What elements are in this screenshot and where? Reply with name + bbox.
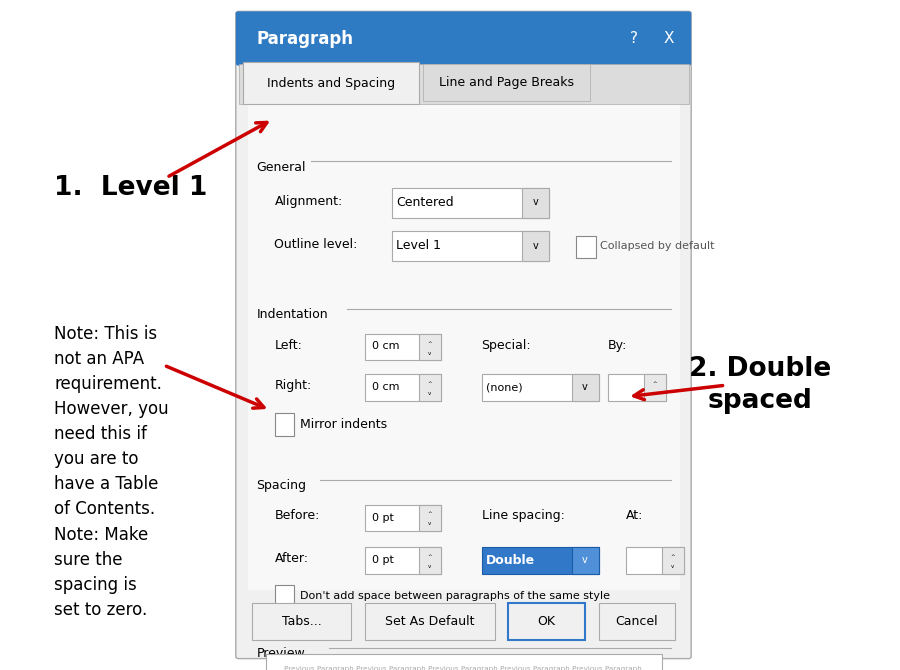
FancyBboxPatch shape	[243, 62, 418, 104]
Text: ^: ^	[428, 553, 432, 559]
Text: Centered: Centered	[396, 196, 454, 209]
Text: Indentation: Indentation	[256, 308, 328, 321]
Text: Tabs...: Tabs...	[282, 615, 321, 628]
FancyBboxPatch shape	[238, 64, 688, 104]
Text: At:: At:	[626, 509, 643, 523]
Text: 0 cm: 0 cm	[372, 342, 400, 351]
FancyBboxPatch shape	[423, 64, 590, 100]
Text: Note: This is
not an APA
requirement.
However, you
need this if
you are to
have : Note: This is not an APA requirement. Ho…	[54, 325, 168, 518]
Text: Line spacing:: Line spacing:	[482, 509, 564, 523]
Text: v: v	[428, 563, 431, 569]
Text: Paragraph: Paragraph	[256, 30, 354, 48]
Text: 0 pt: 0 pt	[372, 513, 393, 523]
FancyBboxPatch shape	[236, 11, 691, 66]
Text: Indents and Spacing: Indents and Spacing	[266, 76, 395, 90]
FancyBboxPatch shape	[364, 603, 495, 640]
FancyBboxPatch shape	[418, 547, 441, 574]
Text: v: v	[428, 391, 431, 396]
FancyBboxPatch shape	[364, 334, 441, 360]
FancyBboxPatch shape	[392, 188, 549, 218]
Text: v: v	[671, 563, 674, 569]
FancyBboxPatch shape	[364, 374, 441, 401]
FancyBboxPatch shape	[572, 374, 598, 401]
FancyBboxPatch shape	[482, 374, 598, 401]
FancyBboxPatch shape	[576, 236, 596, 258]
Text: 0 pt: 0 pt	[372, 555, 393, 565]
Text: Double: Double	[486, 553, 536, 567]
FancyBboxPatch shape	[266, 654, 662, 670]
Text: v: v	[533, 198, 538, 207]
FancyBboxPatch shape	[608, 374, 666, 401]
Text: Right:: Right:	[274, 379, 311, 392]
FancyBboxPatch shape	[572, 547, 598, 574]
Text: Alignment:: Alignment:	[274, 194, 343, 208]
FancyBboxPatch shape	[482, 547, 598, 574]
Text: Spacing: Spacing	[256, 479, 307, 492]
Text: v: v	[582, 555, 588, 565]
Text: Don't add space between paragraphs of the same style: Don't add space between paragraphs of th…	[300, 591, 609, 600]
FancyBboxPatch shape	[238, 39, 688, 64]
Text: ^: ^	[670, 553, 675, 559]
Text: Preview: Preview	[256, 647, 305, 660]
FancyBboxPatch shape	[248, 104, 680, 590]
Text: v: v	[653, 391, 656, 396]
FancyBboxPatch shape	[274, 413, 294, 436]
Text: Special:: Special:	[482, 338, 531, 352]
FancyBboxPatch shape	[522, 231, 549, 261]
Text: OK: OK	[537, 615, 555, 628]
Text: ^: ^	[652, 381, 657, 386]
Text: Note: Make
sure the
spacing is
set to zero.: Note: Make sure the spacing is set to ze…	[54, 526, 148, 619]
FancyBboxPatch shape	[598, 603, 675, 640]
Text: Cancel: Cancel	[616, 615, 658, 628]
Text: Before:: Before:	[274, 509, 320, 523]
FancyBboxPatch shape	[252, 603, 351, 640]
Text: v: v	[428, 350, 431, 356]
FancyBboxPatch shape	[522, 188, 549, 218]
Text: Collapsed by default: Collapsed by default	[600, 241, 715, 251]
FancyBboxPatch shape	[418, 505, 441, 531]
Text: v: v	[533, 241, 538, 251]
Text: ^: ^	[428, 340, 432, 346]
Text: ?: ?	[630, 31, 638, 46]
Text: Level 1: Level 1	[396, 239, 441, 253]
Text: v: v	[582, 383, 588, 392]
Text: (none): (none)	[486, 383, 523, 392]
FancyBboxPatch shape	[364, 547, 441, 574]
FancyBboxPatch shape	[662, 547, 684, 574]
Text: 2. Double
spaced: 2. Double spaced	[689, 356, 832, 414]
Text: 0 cm: 0 cm	[372, 382, 400, 391]
Text: Line and Page Breaks: Line and Page Breaks	[439, 76, 574, 89]
Text: By:: By:	[608, 338, 627, 352]
Text: Left:: Left:	[274, 338, 302, 352]
Text: After:: After:	[274, 551, 309, 565]
Text: ^: ^	[428, 381, 432, 386]
FancyBboxPatch shape	[418, 334, 441, 360]
FancyBboxPatch shape	[364, 505, 441, 531]
FancyBboxPatch shape	[418, 374, 441, 401]
Text: X: X	[663, 31, 674, 46]
Text: Set As Default: Set As Default	[385, 615, 474, 628]
Text: ^: ^	[428, 511, 432, 517]
FancyBboxPatch shape	[392, 231, 549, 261]
FancyBboxPatch shape	[236, 11, 691, 659]
Text: Previous Paragraph Previous Paragraph Previous Paragraph Previous Paragraph Prev: Previous Paragraph Previous Paragraph Pr…	[284, 667, 641, 670]
FancyBboxPatch shape	[644, 374, 666, 401]
FancyBboxPatch shape	[274, 585, 294, 607]
Text: General: General	[256, 161, 306, 174]
Text: Mirror indents: Mirror indents	[300, 417, 387, 431]
Text: Outline level:: Outline level:	[274, 238, 358, 251]
Text: v: v	[428, 521, 431, 527]
FancyBboxPatch shape	[626, 547, 684, 574]
FancyBboxPatch shape	[508, 603, 585, 640]
Text: 1.  Level 1: 1. Level 1	[54, 175, 207, 200]
